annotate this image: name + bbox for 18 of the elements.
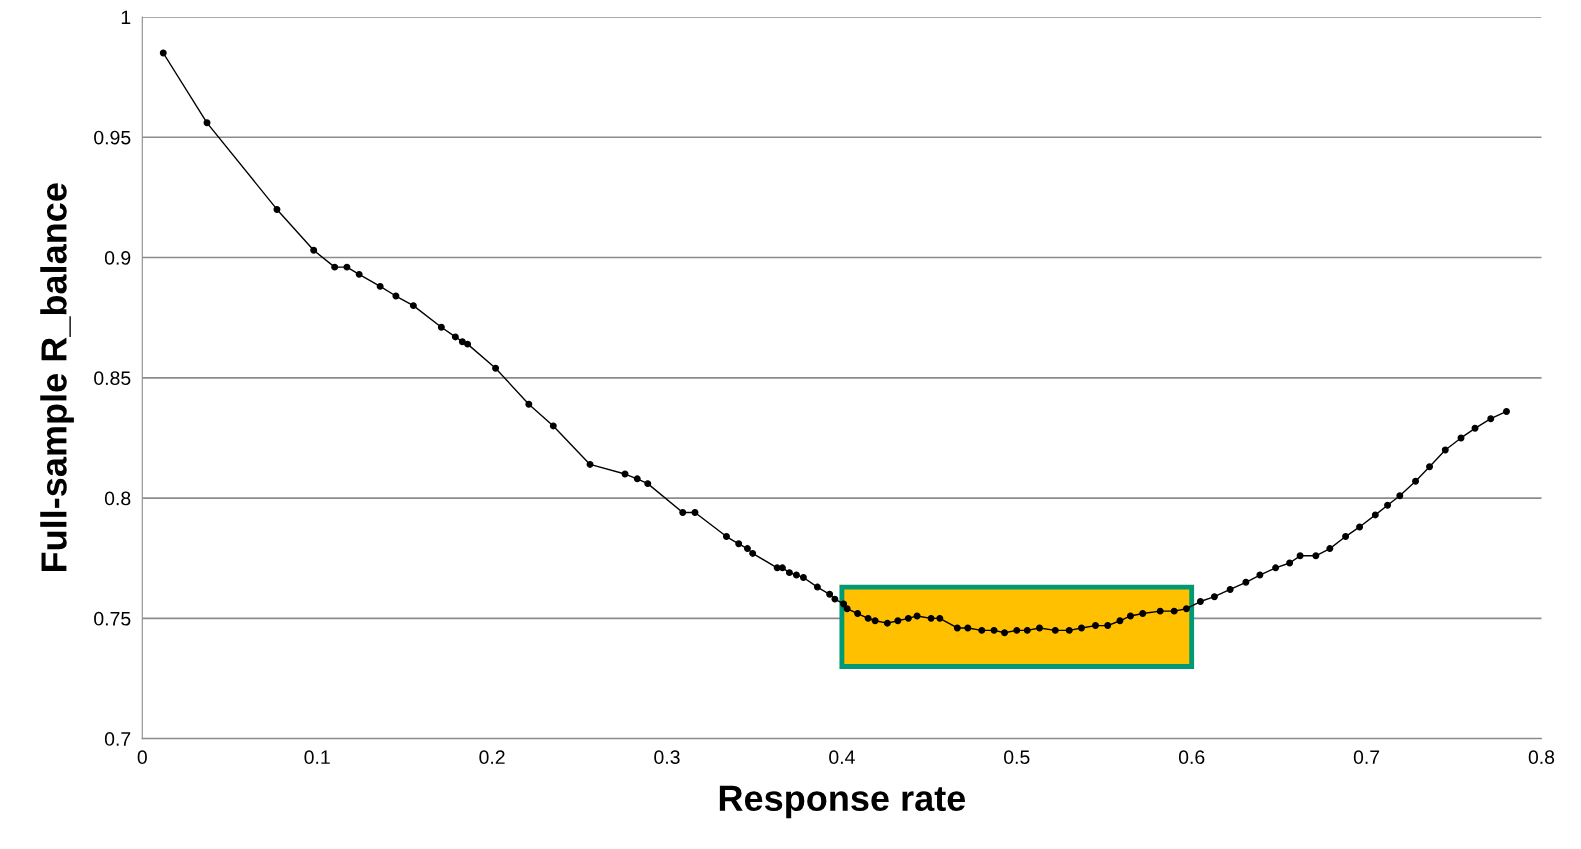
x-tick-label: 0.8 bbox=[1528, 750, 1555, 765]
x-tick-label: 0.1 bbox=[304, 750, 330, 765]
y-tick-label: 0.75 bbox=[94, 611, 131, 626]
x-tick-label: 0.4 bbox=[829, 750, 855, 765]
y-tick-label: 0.8 bbox=[104, 491, 131, 506]
x-tick-label: 0.2 bbox=[479, 750, 505, 765]
y-tick-label: 0.95 bbox=[94, 130, 131, 145]
x-tick-label: 0.7 bbox=[1353, 750, 1380, 765]
x-axis-title: Response rate bbox=[719, 785, 966, 819]
x-tick-label: 0 bbox=[137, 750, 147, 765]
y-tick-label: 0.85 bbox=[94, 371, 131, 386]
x-tick-label: 0.3 bbox=[654, 750, 680, 765]
y-axis-title: Full-sample R_balance bbox=[40, 183, 74, 572]
x-tick-label: 0.5 bbox=[1004, 750, 1030, 765]
y-tick-label: 0.7 bbox=[104, 732, 131, 746]
x-tick-label: 0.6 bbox=[1178, 750, 1205, 765]
y-tick-label: 1 bbox=[121, 10, 131, 25]
y-tick-label: 0.9 bbox=[104, 251, 131, 265]
